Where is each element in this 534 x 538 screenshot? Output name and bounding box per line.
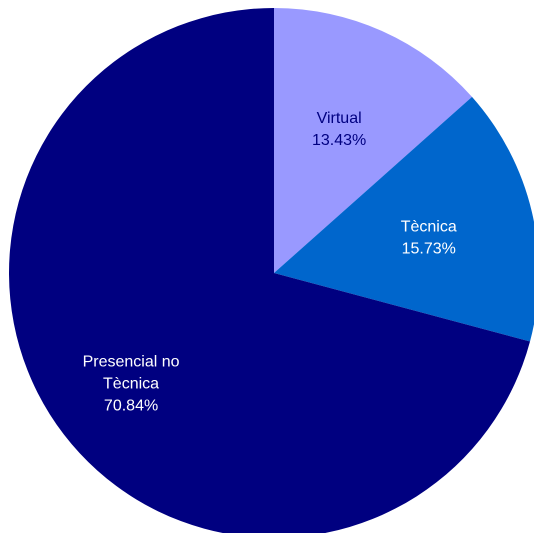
- pie-slice-name-2-1: Tècnica: [103, 376, 159, 393]
- pie-slice-1: [274, 96, 534, 342]
- pie-slice-value-0: 13.43%: [312, 132, 366, 149]
- pie-slice-2: [8, 8, 530, 538]
- pie-slice-value-1: 15.73%: [402, 240, 456, 257]
- pie-slice-name-0-0: Virtual: [317, 110, 362, 127]
- pie-labels: Virtual 13.43% Tècnica 15.73% Presencial no T…: [83, 110, 457, 415]
- pie-slice-label-0: Virtual 13.43%: [312, 110, 366, 149]
- pie-slice-name-1-0: Tècnica: [401, 218, 457, 235]
- pie-slice-0: [274, 8, 473, 273]
- pie-slice-label-2: Presencial no Tècnica 70.84%: [83, 354, 180, 415]
- pie-slice-label-1: Tècnica 15.73%: [401, 218, 457, 257]
- pie-slices: [8, 8, 534, 538]
- pie-slice-value-2: 70.84%: [104, 398, 158, 415]
- pie-slice-name-2-0: Presencial no: [83, 354, 180, 371]
